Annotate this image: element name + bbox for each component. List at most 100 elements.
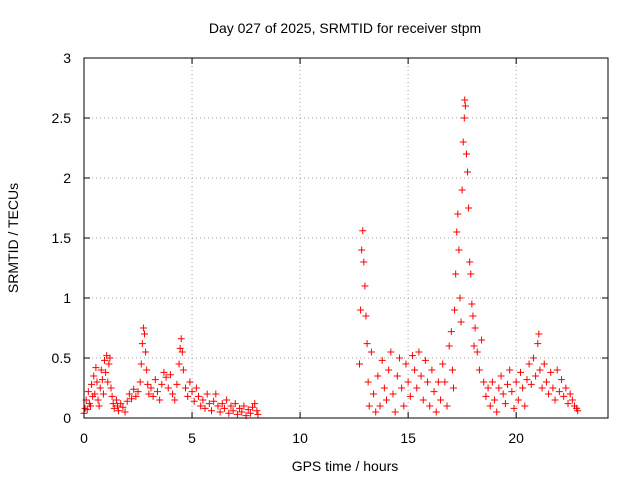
data-point bbox=[93, 378, 101, 386]
data-point bbox=[130, 385, 138, 393]
data-point bbox=[400, 402, 408, 410]
data-point bbox=[231, 400, 239, 408]
data-point bbox=[378, 356, 386, 364]
data-point bbox=[166, 371, 174, 379]
data-point bbox=[249, 403, 257, 411]
data-point bbox=[421, 356, 429, 364]
data-point bbox=[445, 342, 453, 350]
data-point bbox=[210, 397, 218, 405]
data-point bbox=[471, 324, 479, 332]
data-point bbox=[102, 368, 110, 376]
data-point bbox=[171, 396, 179, 404]
data-point bbox=[363, 340, 371, 348]
data-point bbox=[457, 318, 465, 326]
data-point bbox=[535, 330, 543, 338]
data-point bbox=[182, 384, 190, 392]
data-point bbox=[175, 360, 183, 368]
data-point bbox=[358, 246, 366, 254]
data-point bbox=[139, 324, 147, 332]
data-point bbox=[406, 392, 414, 400]
data-point bbox=[367, 348, 375, 356]
data-point bbox=[460, 114, 468, 122]
grid-layer bbox=[84, 58, 608, 418]
data-point bbox=[574, 407, 582, 415]
data-point bbox=[398, 384, 406, 392]
data-point bbox=[162, 373, 170, 381]
data-point bbox=[475, 366, 483, 374]
data-point bbox=[188, 388, 196, 396]
data-point bbox=[197, 402, 205, 410]
data-point bbox=[430, 388, 438, 396]
data-point bbox=[551, 396, 559, 404]
data-point bbox=[244, 406, 252, 414]
data-point bbox=[88, 380, 96, 388]
data-point bbox=[105, 360, 113, 368]
data-point bbox=[464, 168, 472, 176]
data-point bbox=[455, 246, 463, 254]
data-point bbox=[387, 348, 395, 356]
data-point bbox=[233, 410, 241, 418]
x-axis-label: GPS time / hours bbox=[292, 458, 399, 474]
y-tick-label: 1.5 bbox=[52, 230, 72, 246]
data-point bbox=[101, 356, 109, 364]
data-point bbox=[512, 378, 520, 386]
data-point bbox=[365, 402, 373, 410]
data-point bbox=[94, 396, 102, 404]
data-point bbox=[364, 378, 372, 386]
data-point bbox=[510, 404, 518, 412]
data-point bbox=[426, 402, 434, 410]
data-point bbox=[201, 404, 209, 412]
data-point bbox=[506, 366, 514, 374]
data-point bbox=[229, 407, 237, 415]
data-point bbox=[119, 403, 127, 411]
data-point bbox=[380, 384, 388, 392]
data-point bbox=[493, 408, 501, 416]
data-point bbox=[462, 150, 470, 158]
data-point bbox=[138, 340, 146, 348]
data-point bbox=[184, 392, 192, 400]
data-point bbox=[525, 360, 533, 368]
data-point bbox=[568, 396, 576, 404]
data-point bbox=[402, 360, 410, 368]
data-point bbox=[482, 392, 490, 400]
data-point bbox=[465, 204, 473, 212]
data-point bbox=[149, 392, 157, 400]
data-point bbox=[486, 402, 494, 410]
data-point bbox=[383, 396, 391, 404]
data-point bbox=[484, 384, 492, 392]
data-point bbox=[555, 388, 563, 396]
data-point bbox=[173, 380, 181, 388]
data-point bbox=[99, 390, 107, 398]
data-point bbox=[467, 270, 475, 278]
data-point bbox=[441, 378, 449, 386]
data-point bbox=[564, 400, 572, 408]
data-point bbox=[151, 376, 159, 384]
data-point bbox=[516, 368, 524, 376]
data-point bbox=[514, 396, 522, 404]
data-point bbox=[84, 388, 92, 396]
y-tick-label: 1 bbox=[63, 290, 71, 306]
data-point bbox=[96, 384, 104, 392]
data-point bbox=[178, 348, 186, 356]
data-point bbox=[91, 390, 99, 398]
data-point bbox=[540, 360, 548, 368]
data-point bbox=[538, 384, 546, 392]
data-point bbox=[542, 378, 550, 386]
data-point bbox=[205, 400, 213, 408]
data-point bbox=[439, 360, 447, 368]
data-point bbox=[117, 400, 125, 408]
data-point bbox=[121, 408, 129, 416]
data-point bbox=[359, 227, 367, 235]
data-point bbox=[488, 378, 496, 386]
data-point bbox=[109, 400, 117, 408]
data-point bbox=[104, 378, 112, 386]
data-point bbox=[98, 376, 106, 384]
data-point bbox=[466, 258, 474, 266]
data-point bbox=[451, 306, 459, 314]
data-point bbox=[566, 390, 574, 398]
data-point bbox=[108, 392, 116, 400]
data-point bbox=[404, 378, 412, 386]
data-point bbox=[190, 397, 198, 405]
data-point bbox=[112, 396, 120, 404]
data-point bbox=[527, 380, 535, 388]
